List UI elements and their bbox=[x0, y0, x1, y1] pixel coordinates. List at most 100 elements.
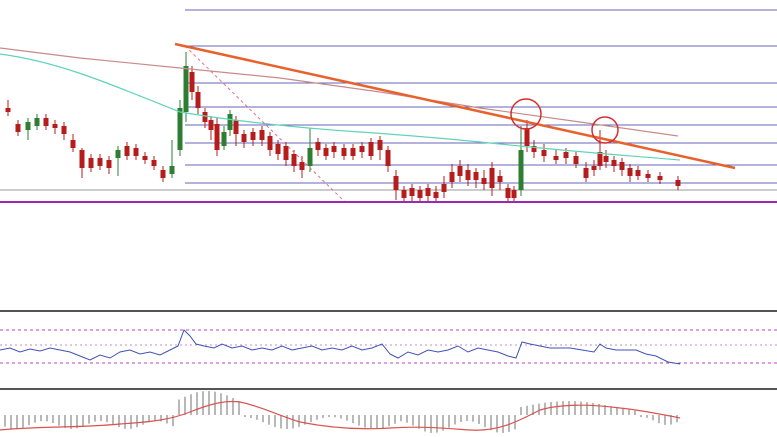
histogram-bar-57 bbox=[340, 415, 342, 419]
candle-body-27 bbox=[221, 132, 227, 146]
candle-body-8 bbox=[70, 140, 76, 148]
price-panel bbox=[0, 9, 777, 203]
histogram-bar-13 bbox=[76, 415, 78, 429]
candle-body-23 bbox=[195, 92, 201, 108]
candle-body-30 bbox=[241, 134, 247, 142]
histogram-bar-1 bbox=[4, 415, 6, 427]
candle-body-37 bbox=[299, 162, 305, 170]
candle-body-46 bbox=[377, 140, 383, 150]
candle-body-41 bbox=[331, 146, 337, 152]
oscillator-panel bbox=[0, 329, 777, 365]
histogram-bar-101 bbox=[604, 404, 606, 415]
histogram-bar-46 bbox=[274, 415, 276, 427]
histogram-bar-27 bbox=[160, 415, 162, 422]
candle-body-7 bbox=[61, 126, 67, 134]
candle-body-44 bbox=[359, 146, 365, 152]
histogram-bar-92 bbox=[550, 401, 552, 415]
histogram-bar-82 bbox=[490, 415, 492, 431]
histogram-bar-73 bbox=[436, 415, 438, 433]
histogram-bar-6 bbox=[34, 415, 36, 423]
histogram-bar-37 bbox=[220, 393, 222, 415]
histogram-bar-90 bbox=[538, 403, 540, 415]
histogram-bar-78 bbox=[466, 415, 468, 422]
candle-body-56 bbox=[457, 166, 463, 176]
histogram-bar-38 bbox=[226, 395, 228, 415]
candle-body-15 bbox=[133, 148, 139, 156]
candle-body-11 bbox=[97, 158, 103, 166]
candle-body-65 bbox=[524, 128, 530, 146]
candle-body-36 bbox=[291, 154, 297, 166]
candle-body-33 bbox=[267, 136, 273, 150]
histogram-bar-65 bbox=[388, 415, 390, 427]
histogram-bar-98 bbox=[586, 402, 588, 415]
histogram-bar-43 bbox=[256, 415, 258, 420]
histogram-bar-12 bbox=[70, 415, 72, 429]
histogram-bar-9 bbox=[52, 415, 54, 424]
candle-body-74 bbox=[603, 156, 609, 162]
candle-body-50 bbox=[409, 188, 415, 196]
histogram-bar-15 bbox=[88, 415, 90, 424]
histogram-bar-5 bbox=[28, 415, 30, 426]
histogram-panel bbox=[0, 391, 681, 433]
histogram-bar-95 bbox=[568, 401, 570, 415]
candle-body-34 bbox=[275, 144, 281, 154]
histogram-bar-47 bbox=[280, 415, 282, 429]
histogram-bar-68 bbox=[406, 415, 408, 423]
histogram-bar-53 bbox=[316, 415, 318, 420]
histogram-bar-31 bbox=[184, 396, 186, 415]
histogram-bars bbox=[4, 391, 678, 433]
histogram-bar-24 bbox=[142, 415, 144, 425]
candle-body-53 bbox=[433, 192, 439, 198]
candle-body-78 bbox=[635, 170, 641, 176]
histogram-bar-104 bbox=[622, 408, 624, 415]
oscillator-line bbox=[0, 329, 681, 365]
candle-body-9 bbox=[79, 150, 85, 168]
histogram-bar-30 bbox=[178, 399, 180, 415]
histogram-bar-71 bbox=[424, 415, 426, 432]
histogram-bar-85 bbox=[508, 415, 510, 432]
histogram-bar-7 bbox=[40, 415, 42, 422]
histogram-bar-102 bbox=[610, 406, 612, 415]
histogram-bar-75 bbox=[448, 415, 450, 428]
histogram-bar-22 bbox=[130, 415, 132, 429]
candle-body-49 bbox=[401, 190, 407, 198]
candle-body-38 bbox=[307, 148, 313, 166]
candle-body-63 bbox=[511, 190, 517, 198]
histogram-bar-23 bbox=[136, 415, 138, 428]
candle-body-42 bbox=[341, 148, 347, 156]
histogram-bar-55 bbox=[328, 415, 330, 418]
histogram-bar-80 bbox=[478, 415, 480, 424]
fast-moving-average bbox=[0, 53, 681, 161]
histogram-bar-110 bbox=[658, 415, 660, 424]
histogram-bar-72 bbox=[430, 415, 432, 433]
histogram-bar-103 bbox=[616, 407, 618, 415]
histogram-bar-52 bbox=[310, 415, 312, 423]
histogram-bar-89 bbox=[532, 404, 534, 415]
candle-body-6 bbox=[52, 124, 58, 128]
histogram-bar-111 bbox=[664, 415, 666, 425]
histogram-bar-50 bbox=[298, 415, 300, 427]
candle-body-10 bbox=[88, 158, 94, 168]
histogram-bar-76 bbox=[454, 415, 456, 425]
histogram-bar-100 bbox=[598, 403, 600, 415]
candle-body-17 bbox=[151, 160, 157, 166]
candle-body-64 bbox=[518, 150, 524, 190]
candle-body-60 bbox=[489, 168, 495, 188]
candle-body-58 bbox=[473, 172, 479, 180]
histogram-bar-51 bbox=[304, 415, 306, 425]
fibonacci-levels bbox=[0, 9, 777, 191]
histogram-bar-74 bbox=[442, 415, 444, 431]
histogram-bar-88 bbox=[526, 405, 528, 415]
histogram-bar-39 bbox=[232, 398, 234, 415]
histogram-bar-62 bbox=[370, 415, 372, 429]
candle-body-75 bbox=[611, 160, 617, 166]
histogram-bar-67 bbox=[400, 415, 402, 422]
histogram-bar-3 bbox=[16, 415, 18, 429]
candle-body-18 bbox=[160, 170, 166, 178]
slow-moving-average bbox=[0, 47, 679, 137]
histogram-bar-69 bbox=[412, 415, 414, 426]
candle-body-69 bbox=[563, 152, 569, 158]
histogram-bar-14 bbox=[82, 415, 84, 427]
histogram-bar-10 bbox=[58, 415, 60, 426]
